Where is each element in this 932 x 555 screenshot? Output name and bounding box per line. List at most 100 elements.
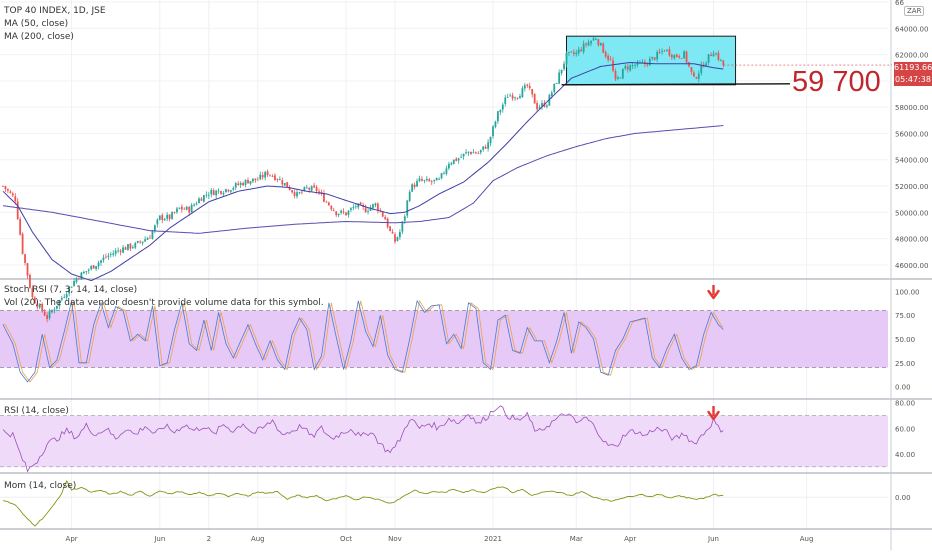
candle-body [580, 49, 583, 52]
candle-body [127, 244, 129, 250]
candle-body [141, 241, 144, 244]
ma200-legend[interactable]: MA (200, close) [4, 32, 74, 42]
candle-body [722, 60, 725, 66]
candle-body [651, 56, 654, 59]
candle-body [452, 159, 455, 164]
candle-body [548, 95, 551, 106]
candle-body [249, 181, 252, 184]
candle-body [418, 178, 421, 181]
candle-body [570, 51, 573, 53]
candle-body [487, 142, 489, 149]
candle-body [673, 55, 676, 59]
stoch-tick-label: 25.00 [895, 360, 915, 368]
candle-body [29, 274, 31, 288]
candle-body [555, 83, 558, 84]
candle-body [305, 187, 308, 189]
candle-body [577, 49, 580, 54]
currency-badge[interactable]: ZAR [904, 6, 925, 16]
candle-body [75, 278, 78, 282]
support-line [561, 83, 791, 86]
ma50-legend[interactable]: MA (50, close) [4, 19, 69, 29]
stoch-tick-label: 0.00 [895, 384, 911, 392]
candle-body [448, 164, 450, 169]
candle-body [274, 175, 276, 181]
candle-body [528, 86, 531, 89]
candle-body [56, 305, 58, 309]
candle-body [234, 183, 237, 188]
candle-body [372, 204, 374, 208]
candle-body [207, 194, 210, 196]
price-tick-label: 54000.00 [895, 157, 928, 165]
candle-body [276, 179, 279, 180]
candle-body [26, 263, 29, 276]
consolidation-box [566, 35, 737, 86]
candle-body [330, 205, 333, 210]
x-tick-label: 2 [207, 535, 211, 543]
candle-body [443, 172, 445, 174]
candle-body [658, 51, 661, 53]
candle-body [38, 304, 41, 308]
candle-body [403, 216, 406, 221]
candle-body [482, 146, 485, 150]
candle-body [626, 66, 629, 70]
candle-body [614, 71, 617, 80]
momentum-line [2, 480, 724, 527]
indicator-panes [2, 299, 724, 527]
candle-body [53, 309, 56, 311]
price-tick-label: 56000.00 [895, 130, 928, 138]
candle-body [553, 83, 556, 92]
candle-body [33, 297, 36, 304]
candle-body [340, 210, 342, 213]
candle-body [82, 271, 85, 274]
momentum-legend[interactable]: Mom (14, close) [4, 481, 77, 491]
candle-body [484, 146, 487, 149]
candle-body [283, 183, 286, 186]
candle-body [470, 151, 472, 154]
candle-body [501, 104, 504, 110]
candle-body [286, 182, 289, 188]
candle-body [308, 187, 311, 190]
candle-body [107, 255, 110, 257]
rsi-tick-label: 80.00 [895, 400, 915, 408]
candle-body [136, 241, 139, 243]
candle-body [156, 219, 159, 225]
price-tick-label: 46000.00 [895, 262, 928, 270]
candle-body [406, 200, 409, 216]
x-tick-label: Aug [800, 535, 814, 543]
candle-body [357, 203, 360, 208]
volume-legend[interactable]: Vol (20): The data vendor doesn't provid… [4, 298, 324, 308]
candle-body [384, 217, 387, 220]
candle-body [634, 65, 636, 67]
candle-body [4, 186, 7, 190]
last-price-tag: 61193.66 05:47:38 [894, 62, 932, 86]
price-tick-label: 50000.00 [895, 209, 928, 217]
candle-body [712, 53, 715, 57]
axis-layer: 46000.00 48000.00 50000.00 52000.00 54000.00… [66, 0, 929, 543]
stoch-rsi-legend[interactable]: Stoch RSI (7, 3, 14, 14, close) [4, 285, 138, 295]
candle-body [489, 136, 492, 144]
candle-body [425, 178, 428, 181]
candle-body [526, 84, 529, 86]
candle-body [440, 173, 443, 179]
candle-body [710, 54, 712, 57]
rsi-legend[interactable]: RSI (14, close) [4, 406, 69, 416]
candle-body [80, 272, 83, 280]
candle-body [21, 233, 24, 254]
candle-body [2, 185, 4, 187]
candle-body [269, 174, 271, 176]
x-tick-label: Jun [707, 535, 719, 543]
candle-body [411, 184, 414, 192]
candle-body [656, 52, 659, 60]
x-tick-label: Apr [66, 535, 78, 543]
candle-body [90, 266, 93, 270]
candle-body [225, 189, 227, 192]
candle-body [183, 208, 186, 210]
candle-body [685, 51, 688, 63]
candle-body [697, 73, 700, 79]
candle-body [609, 59, 612, 60]
candle-body [715, 53, 717, 55]
candle-body [599, 42, 602, 46]
candle-body [683, 51, 685, 59]
